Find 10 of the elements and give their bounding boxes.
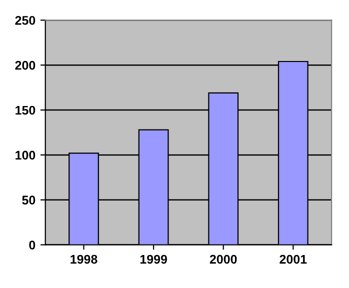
x-tick-label: 2001 <box>280 254 307 264</box>
y-tick-label: 50 <box>22 196 36 205</box>
y-tick-label: 150 <box>16 106 36 115</box>
y-tick-label: 100 <box>16 150 36 160</box>
y-tick-label: 250 <box>15 16 36 25</box>
x-tick-label: 1998 <box>70 254 98 264</box>
x-tick-label: 2000 <box>210 254 237 264</box>
y-tick-label: 200 <box>15 60 36 70</box>
y-tick-label: 0 <box>29 240 36 250</box>
x-tick-label: 1999 <box>140 254 167 264</box>
